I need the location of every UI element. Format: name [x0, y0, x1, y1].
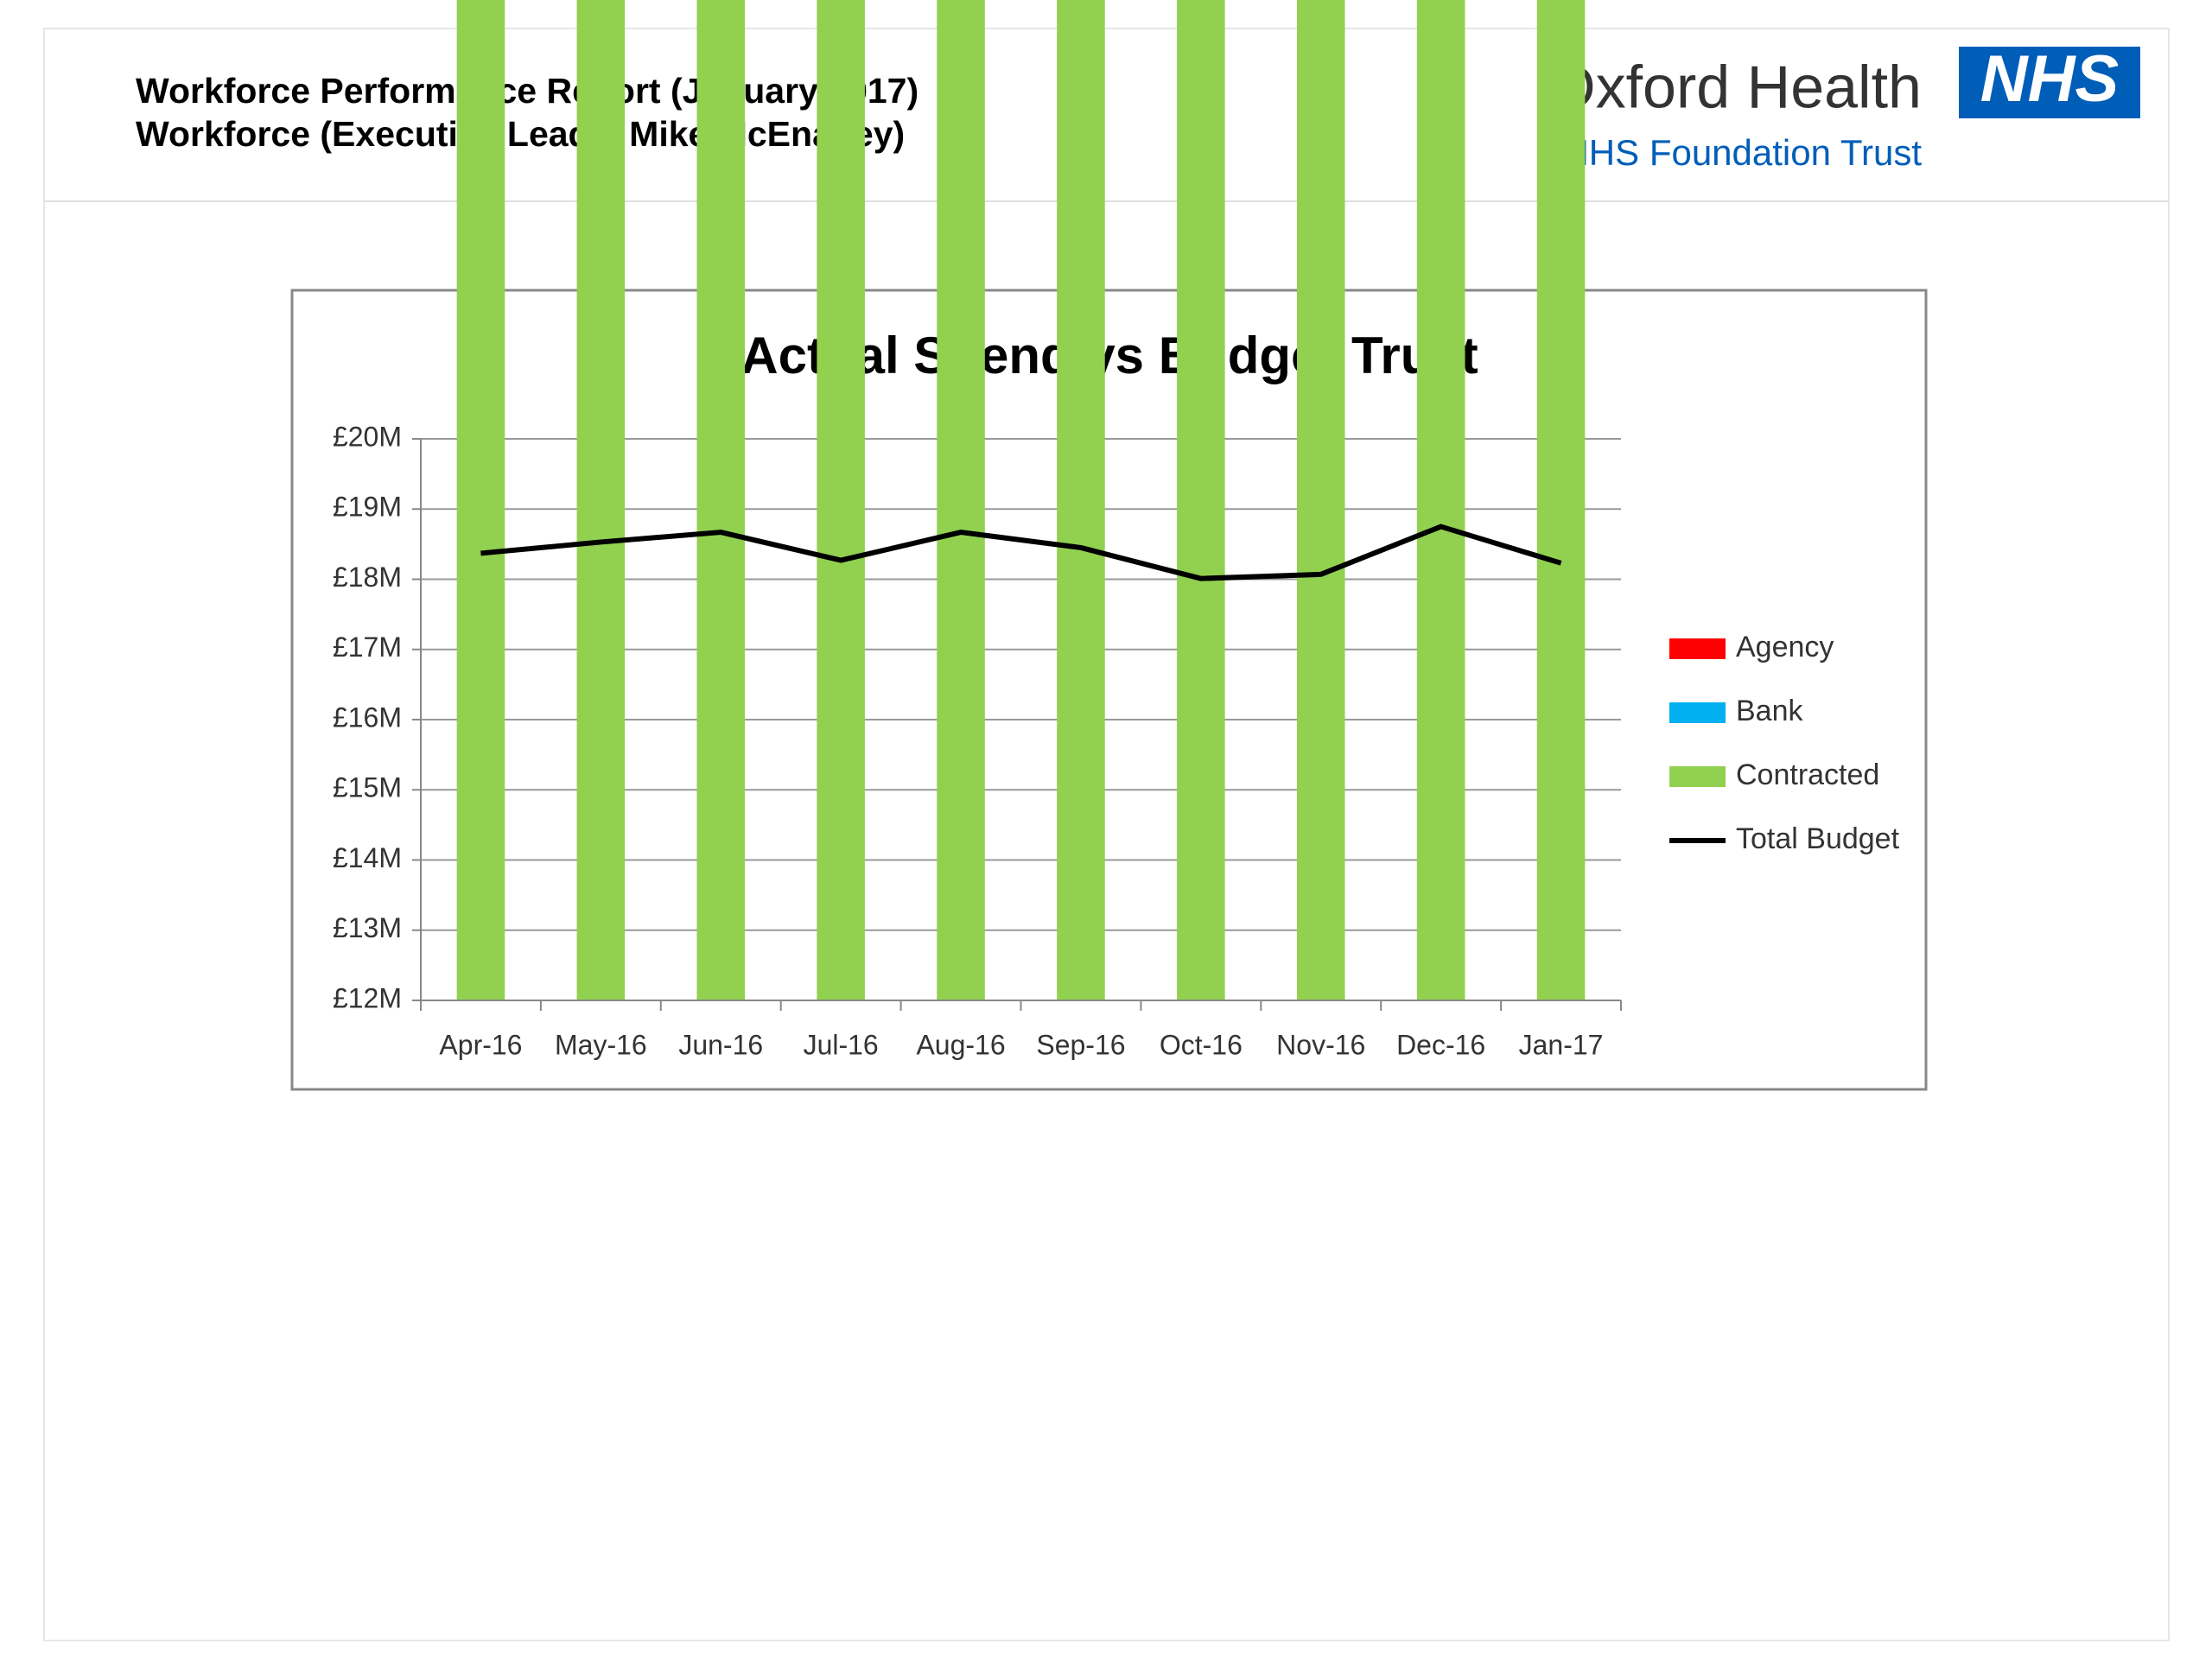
bar-segment [1177, 0, 1225, 1000]
bar-segment [817, 0, 865, 1000]
x-tick-label: Nov-16 [1276, 1029, 1365, 1060]
logo-trust: NHS Foundation Trust [1562, 132, 1922, 173]
x-tick-label: Jan-17 [1519, 1029, 1604, 1060]
legend-label: Contracted [1736, 759, 1879, 791]
bar-segment [937, 0, 985, 1000]
x-tick-label: May-16 [555, 1029, 647, 1060]
legend-swatch [1669, 766, 1726, 787]
legend-label: Total Budget [1736, 822, 1900, 855]
legend-label: Agency [1736, 631, 1834, 663]
y-tick-label: £18M [333, 562, 402, 593]
report-subtitle: Workforce (Executive Lead – Mike McEnane… [136, 114, 905, 154]
y-tick-label: £14M [333, 842, 402, 873]
x-tick-label: Apr-16 [439, 1029, 522, 1060]
legend-label: Bank [1736, 695, 1803, 727]
x-tick-label: Oct-16 [1160, 1029, 1243, 1060]
y-tick-label: £15M [333, 772, 402, 803]
legend-swatch [1669, 702, 1726, 723]
bar-segment [1416, 0, 1465, 1000]
bar-segment [1536, 0, 1586, 1000]
x-tick-label: Jul-16 [804, 1029, 879, 1060]
logo-badge-box [1959, 47, 2140, 118]
y-tick-label: £17M [333, 632, 402, 663]
x-tick-label: Sep-16 [1036, 1029, 1125, 1060]
report-title: Workforce Performance Report (January 20… [136, 71, 918, 111]
logo-badge: NHS [1980, 42, 2119, 116]
y-tick-label: £19M [333, 492, 402, 523]
bar-segment [696, 0, 746, 1000]
x-tick-label: Aug-16 [916, 1029, 1005, 1060]
chart-frame [290, 289, 1928, 1091]
y-tick-label: £16M [333, 701, 402, 733]
x-tick-label: Dec-16 [1396, 1029, 1485, 1060]
budget-line [480, 524, 1562, 581]
bar-segment [1296, 0, 1345, 1000]
x-tick-label: Jun-16 [678, 1029, 763, 1060]
bar-segment [456, 0, 505, 1000]
logo-name: Oxford Health [1548, 53, 1922, 120]
y-tick-label: £13M [333, 912, 402, 943]
bar-segment [576, 0, 626, 1000]
y-tick-label: £12M [333, 982, 402, 1013]
legend-swatch [1669, 638, 1726, 659]
y-tick-label: £20M [333, 421, 402, 452]
bar-segment [1057, 0, 1105, 1000]
